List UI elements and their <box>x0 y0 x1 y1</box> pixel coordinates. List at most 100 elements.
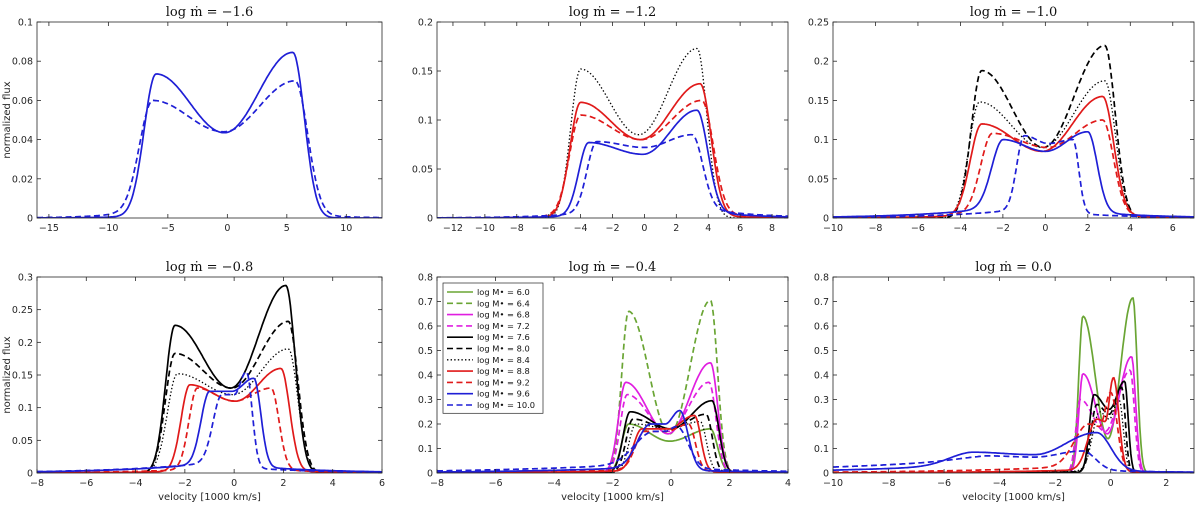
y-tick-label: 0.1 <box>18 18 33 29</box>
y-tick-label: 0.1 <box>18 403 33 414</box>
y-tick-label: 0.02 <box>12 174 33 185</box>
chart-panel-5: −8 −6 −4 −2 0 2 4 0 0.1 0.2 0.3 0.4 0.5 0.6 0.7 0.8 log … <box>418 260 791 503</box>
legend-entry: log M• = 6.0 <box>477 287 530 297</box>
series-line-2 <box>833 355 1194 473</box>
y-tick-label: 0.1 <box>814 135 829 146</box>
x-axis-label: velocity [1000 km/s] <box>561 492 664 503</box>
y-tick-label: 0.6 <box>814 322 829 333</box>
series-line-8 <box>437 414 788 473</box>
x-tick-label: 0 <box>641 223 647 234</box>
chart-title: log ṁ = 0.0 <box>975 260 1052 275</box>
x-tick-label: 2 <box>280 478 286 489</box>
series-line-5 <box>437 133 788 218</box>
chart-title: log ṁ = −0.8 <box>166 260 254 275</box>
x-tick-label: 4 <box>785 478 791 489</box>
chart-panel-2: −12 −10 −8 −6 −4 −2 0 2 4 6 8 0 0.05 0.1 0.15 0.2 log ṁ … <box>412 5 789 234</box>
chart-title: log ṁ = −1.6 <box>166 5 254 20</box>
legend-entry: log M• = 8.4 <box>477 355 530 365</box>
x-tick-label: −4 <box>129 478 143 489</box>
y-tick-label: 0 <box>27 214 33 225</box>
plot-frame <box>832 21 1195 219</box>
legend-entry: log M• = 6.4 <box>477 298 530 308</box>
x-tick-label: 0 <box>668 478 674 489</box>
series-line-5 <box>833 130 1194 218</box>
x-tick-label: −2 <box>996 223 1010 234</box>
series-line-1 <box>833 44 1194 218</box>
x-tick-label: 4 <box>330 478 336 489</box>
x-tick-label: −8 <box>882 478 896 489</box>
y-tick-label: 0 <box>823 214 829 225</box>
x-tick-label: −2 <box>605 223 619 234</box>
x-tick-label: −2 <box>605 478 619 489</box>
x-tick-label: −10 <box>823 478 843 489</box>
y-tick-label: 0.08 <box>12 57 33 68</box>
y-tick-label: 0.3 <box>418 395 433 406</box>
legend-entry: log M• = 8.0 <box>477 344 530 354</box>
series-line-2 <box>37 320 382 473</box>
y-tick-label: 0.25 <box>12 305 33 316</box>
series-line-1 <box>437 47 788 218</box>
y-tick-label: 0.4 <box>814 371 829 382</box>
plot-frame <box>832 276 1195 474</box>
series-line-3 <box>833 369 1194 473</box>
x-axis-label: velocity [1000 km/s] <box>962 492 1065 503</box>
y-tick-label: 0.05 <box>412 165 433 176</box>
y-tick-label: 0.8 <box>814 273 829 284</box>
x-tick-label: −8 <box>510 223 524 234</box>
y-tick-label: 0.1 <box>418 116 433 127</box>
x-tick-label: 8 <box>769 223 775 234</box>
y-tick-label: 0 <box>427 214 433 225</box>
x-tick-label: −6 <box>488 478 502 489</box>
y-tick-label: 0.6 <box>418 322 433 333</box>
x-tick-label: −10 <box>98 223 118 234</box>
x-tick-label: 10 <box>340 223 352 234</box>
chart-title: log ṁ = −0.4 <box>569 260 657 275</box>
legend-entry: log M• = 9.2 <box>477 377 530 387</box>
x-tick-label: 0 <box>1042 223 1048 234</box>
chart-title: log ṁ = −1.2 <box>569 5 657 20</box>
y-tick-label: 0.05 <box>12 436 33 447</box>
x-tick-label: 0 <box>224 223 230 234</box>
chart-title: log ṁ = −1.0 <box>970 5 1058 20</box>
y-tick-label: 0.15 <box>808 96 829 107</box>
series-line-11 <box>437 425 788 473</box>
series-line-1 <box>37 284 382 473</box>
y-tick-label: 0.25 <box>808 18 829 29</box>
x-tick-label: −4 <box>574 223 588 234</box>
legend-entry: log M• = 9.6 <box>477 389 530 399</box>
legend-entry: log M• = 10.0 <box>477 400 535 410</box>
y-tick-label: 0 <box>427 469 433 480</box>
plot-frame <box>36 21 383 219</box>
chart-panel-3: −10 −8 −6 −4 −2 0 2 4 6 0 0.05 0.1 0.15 0.2 0.25 log ṁ … <box>808 5 1195 234</box>
x-tick-label: 2 <box>1085 223 1091 234</box>
y-tick-label: 0.2 <box>814 420 829 431</box>
x-tick-label: 4 <box>1127 223 1133 234</box>
x-tick-label: −8 <box>868 223 882 234</box>
chart-panel-1: −15 −10 −5 0 5 10 0 0.02 0.04 0.06 0.08 0.1 log ṁ = … <box>2 5 383 234</box>
y-tick-label: 0 <box>27 469 33 480</box>
x-tick-label: 0 <box>1108 478 1114 489</box>
x-tick-label: 5 <box>284 223 290 234</box>
plot-frame <box>36 276 383 474</box>
legend-entry: log M• = 8.8 <box>477 366 530 376</box>
x-tick-label: −6 <box>79 478 93 489</box>
series-line-6 <box>37 377 382 473</box>
x-tick-label: 2 <box>673 223 679 234</box>
x-tick-label: −8 <box>430 478 444 489</box>
series-group <box>833 297 1194 473</box>
y-tick-label: 0.04 <box>12 135 33 146</box>
y-tick-label: 0.3 <box>18 273 33 284</box>
y-tick-label: 0.1 <box>814 444 829 455</box>
y-tick-label: 0.06 <box>12 96 33 107</box>
legend-entry: log M• = 6.8 <box>477 310 530 320</box>
x-tick-label: 6 <box>737 223 743 234</box>
x-tick-label: −6 <box>911 223 925 234</box>
series-line-10 <box>833 450 1194 473</box>
y-tick-label: 0.15 <box>412 67 433 78</box>
y-tick-label: 0 <box>823 469 829 480</box>
chart-panel-4: −8 −6 −4 −2 0 2 4 6 0 0.05 0.1 0.15 0.2 0.25 0.3 log ṁ … <box>2 260 385 503</box>
series-line-1 <box>37 51 382 218</box>
series-line-3 <box>833 95 1194 218</box>
